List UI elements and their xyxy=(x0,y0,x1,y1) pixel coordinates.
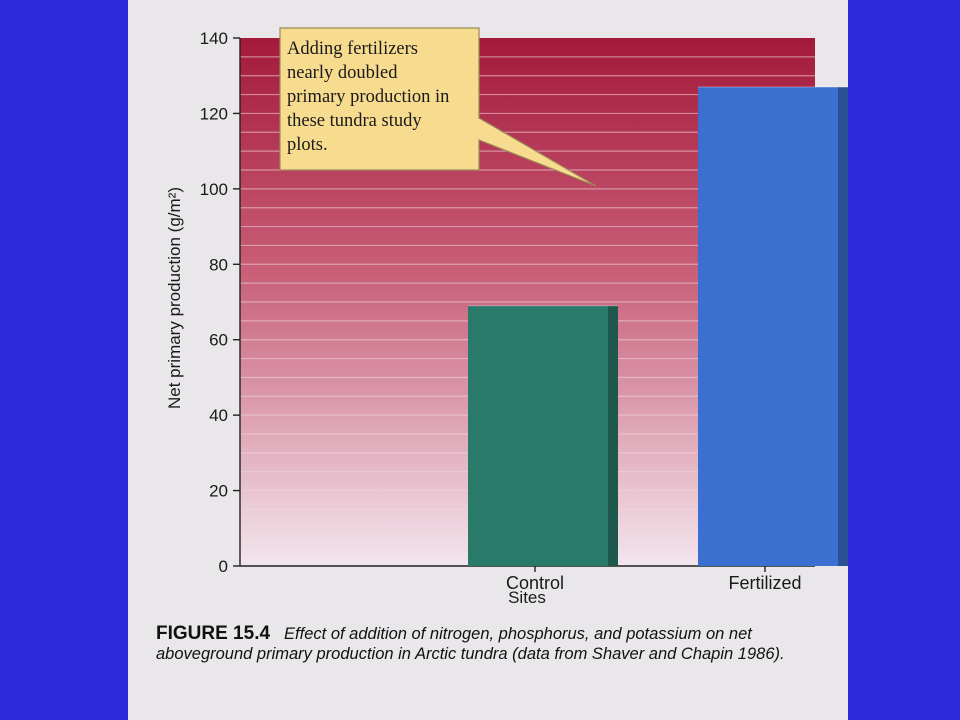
bars xyxy=(468,86,848,567)
y-axis-title: Net primary production (g/m²) xyxy=(165,187,184,409)
y-tick-label: 120 xyxy=(200,104,228,123)
annotation-line: Adding fertilizers xyxy=(287,39,418,59)
y-tick-label: 40 xyxy=(209,406,228,425)
y-tick-label: 140 xyxy=(200,29,228,48)
bar-control xyxy=(468,305,618,566)
figure-number: FIGURE 15.4 xyxy=(156,623,271,644)
x-axis: Control Fertilized xyxy=(506,566,802,593)
annotation-callout xyxy=(279,27,597,187)
x-tick-label: Fertilized xyxy=(728,573,801,593)
caption-text: Effect of addition of nitrogen, phosphor… xyxy=(156,625,785,663)
bar-side-control xyxy=(608,305,618,566)
annotation-line: these tundra study xyxy=(287,111,422,131)
annotation-line: plots. xyxy=(287,135,328,155)
bar-chart: 0 20 40 60 80 100 120 140 Control Fertilized Net… xyxy=(165,27,848,607)
textbook-page: 0 20 40 60 80 100 120 140 Control Fertilized Net… xyxy=(128,0,848,720)
figure-caption: FIGURE 15.4 Effect of addition of nitroge… xyxy=(156,624,806,664)
y-tick-label: 80 xyxy=(209,255,228,274)
x-axis-title: Sites xyxy=(508,588,546,607)
annotation-line: nearly doubled xyxy=(287,63,398,83)
y-axis: 0 20 40 60 80 100 120 140 xyxy=(200,29,815,576)
bar-side-fertilized xyxy=(838,87,848,567)
annotation-text: Adding fertilizers nearly doubled primar… xyxy=(287,37,487,157)
y-tick-label: 60 xyxy=(209,331,228,350)
bar-fertilized xyxy=(698,87,848,567)
y-tick-label: 100 xyxy=(200,180,228,199)
annotation-line: primary production in xyxy=(287,87,450,107)
y-tick-label: 20 xyxy=(209,482,228,501)
x-tick-label: Control xyxy=(506,573,564,593)
y-tick-label: 0 xyxy=(219,557,228,576)
